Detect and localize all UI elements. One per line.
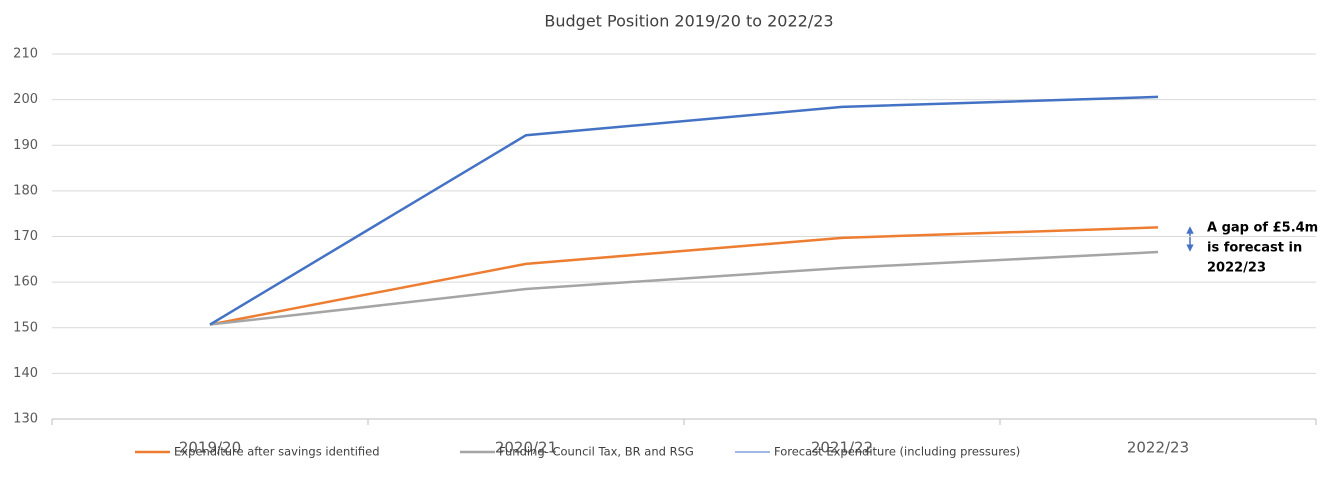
y-tick-label: 190	[13, 138, 38, 153]
x-tick-label: 2021/22	[811, 439, 873, 457]
legend-label: Expenditure after savings identified	[174, 445, 380, 459]
y-tick-label: 200	[13, 92, 38, 107]
series-line	[209, 250, 1159, 326]
series-line	[209, 226, 1159, 326]
annotation: is forecast in	[1207, 241, 1302, 256]
y-tick-label: 130	[13, 412, 38, 427]
x-tick-label: 2019/20	[179, 439, 241, 457]
series-line	[209, 95, 1159, 326]
annotation: A gap of £5.4m	[1207, 221, 1318, 236]
annotation: 2022/23	[1207, 261, 1266, 276]
y-tick-label: 140	[13, 366, 38, 381]
y-tick-label: 180	[13, 183, 38, 198]
chart-title: Budget Position 2019/20 to 2022/23	[544, 12, 833, 31]
x-tick-label: 2020/21	[495, 439, 557, 457]
legend-label: Funding- Council Tax, BR and RSG	[499, 445, 694, 459]
x-tick-label: 2022/23	[1127, 439, 1189, 457]
y-tick-label: 150	[13, 320, 38, 335]
y-tick-label: 170	[13, 229, 38, 244]
legend-label: Forecast Expenditure (including pressure…	[774, 445, 1020, 459]
y-tick-label: 160	[13, 275, 38, 290]
y-tick-label: 210	[13, 47, 38, 62]
